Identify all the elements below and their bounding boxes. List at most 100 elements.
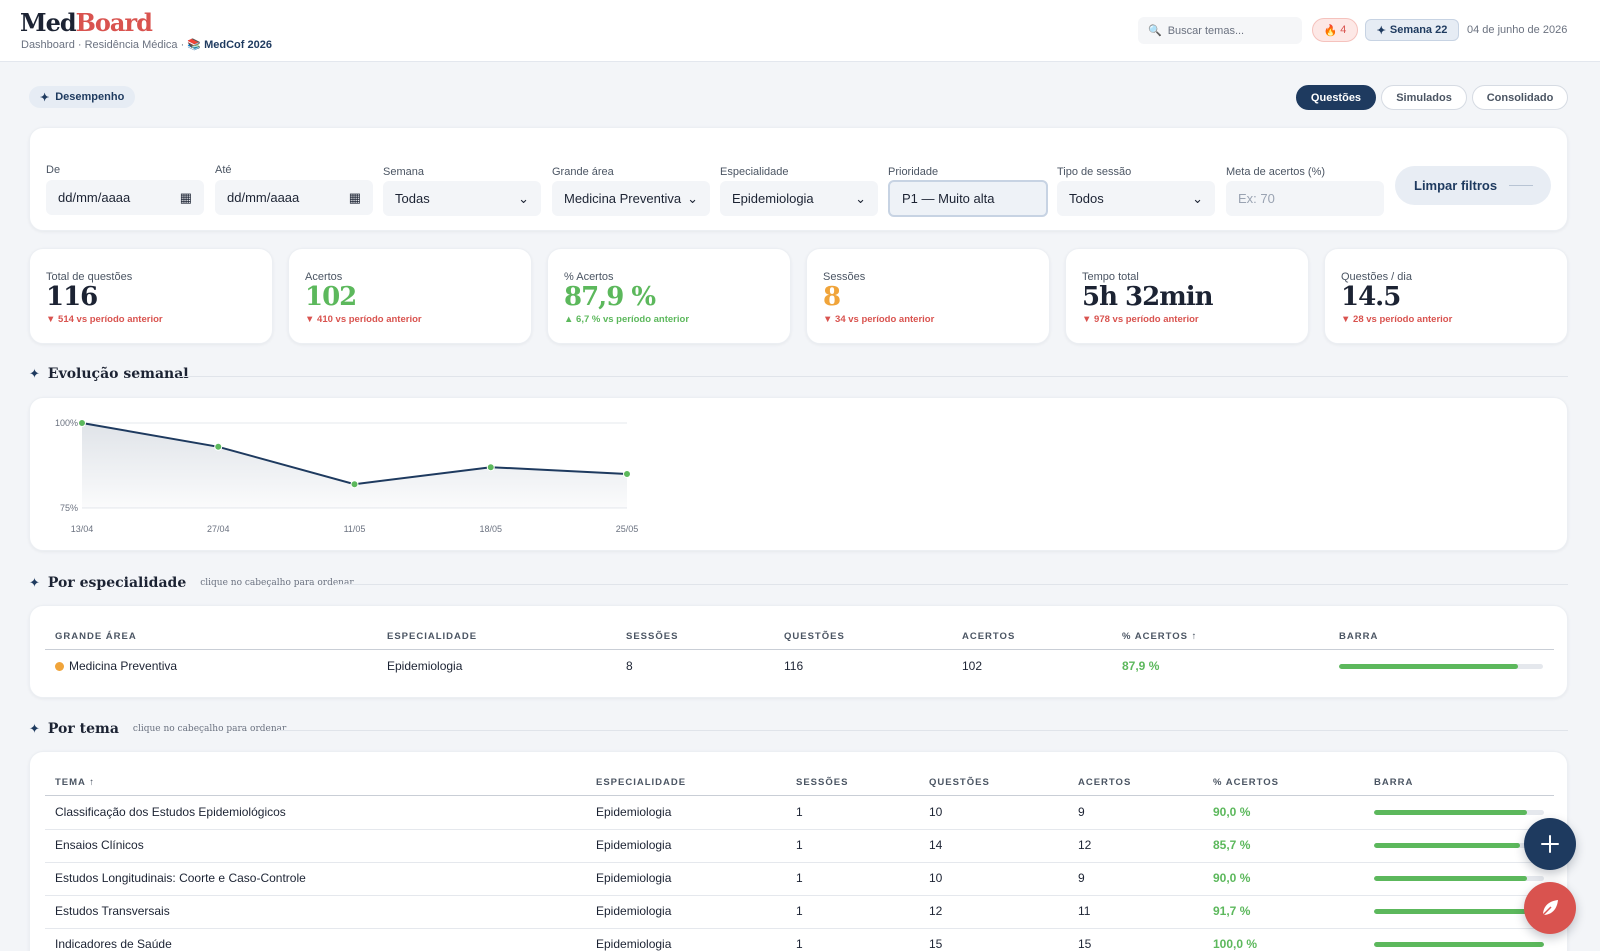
column-header[interactable]: Barra	[1339, 631, 1379, 642]
specialty-table-card: Grande área Especialidade Sessões Questões A…	[29, 605, 1568, 698]
kpi-delta: ▼ 410 vs período anterior	[305, 314, 422, 325]
kpi-value: 116	[46, 282, 98, 312]
week-badge[interactable]: ✦ Semana 22	[1365, 19, 1459, 41]
kpi-delta: ▼ 514 vs período anterior	[46, 314, 163, 325]
kpi-delta: ▲ 6,7 % vs período anterior	[564, 314, 690, 325]
cell-questions: 10	[929, 871, 943, 885]
column-header[interactable]: Especialidade	[596, 777, 687, 788]
current-date: 04 de junho de 2026	[1467, 24, 1568, 36]
cell-specialty: Epidemiologia	[596, 871, 672, 885]
cell-specialty: Epidemiologia	[596, 904, 672, 918]
sort-hint: clique no cabeçalho para ordenar	[132, 724, 287, 734]
area-color-dot	[55, 662, 64, 671]
cell-correct: 12	[1078, 838, 1092, 852]
filter-label-grande-area: Grande área	[552, 166, 614, 178]
column-header[interactable]: Grande área	[55, 631, 137, 642]
quick-note-button[interactable]	[1524, 882, 1576, 934]
cell-specialty: Epidemiologia	[596, 838, 672, 852]
column-header[interactable]: % Acertos	[1213, 777, 1280, 788]
search-placeholder: Buscar temas...	[1167, 24, 1245, 37]
column-header[interactable]: Questões	[784, 631, 845, 642]
chevron-down-icon: ⌄	[855, 190, 866, 206]
data-point	[78, 419, 86, 427]
x-tick-label: 27/04	[207, 524, 230, 534]
column-header[interactable]: Especialidade	[387, 631, 478, 642]
kpi-value: 87,9 %	[564, 282, 656, 312]
cell-theme[interactable]: Classificação dos Estudos Epidemiológico…	[55, 805, 286, 819]
accuracy-bar-fill	[1374, 909, 1530, 914]
x-tick-label: 18/05	[479, 524, 502, 534]
cell-theme[interactable]: Estudos Longitudinais: Coorte e Caso-Con…	[55, 871, 306, 885]
cell-area: Medicina Preventiva	[55, 659, 177, 673]
data-point	[486, 463, 495, 472]
column-header[interactable]: Questões	[929, 777, 990, 788]
section-title-evolucao: ✦ Evolução semanal	[29, 366, 189, 382]
cell-sessions: 1	[796, 937, 803, 951]
accuracy-bar-fill	[1374, 810, 1527, 815]
kpi-label: Acertos	[305, 271, 343, 283]
target-accuracy-placeholder: Ex: 70	[1238, 191, 1275, 206]
app-logo[interactable]: MedBoard	[20, 8, 153, 37]
cell-accuracy: 90,0 %	[1213, 871, 1251, 885]
cell-questions: 14	[929, 838, 943, 852]
column-header[interactable]: Barra	[1374, 777, 1414, 788]
tab-questoes[interactable]: Questões	[1296, 85, 1376, 110]
session-type-select[interactable]: Todos ⌄	[1057, 181, 1215, 216]
tab-consolidado[interactable]: Consolidado	[1472, 85, 1568, 110]
column-header[interactable]: % Acertos ↑	[1122, 631, 1198, 642]
header-divider	[45, 795, 1554, 796]
divider	[335, 584, 1568, 585]
date-to-input[interactable]: dd/mm/aaaa ▦	[215, 180, 373, 215]
row-divider	[45, 895, 1554, 896]
cell-theme[interactable]: Indicadores de Saúde	[55, 937, 172, 951]
weekly-line-chart: 100% 75% 13/04 27/04 11/05 18/05 25/05	[55, 418, 638, 534]
column-header[interactable]: Sessões	[796, 777, 849, 788]
search-input[interactable]: 🔍 Buscar temas...	[1138, 17, 1302, 44]
cell-theme[interactable]: Estudos Transversais	[55, 904, 170, 918]
area-select[interactable]: Medicina Preventiva ⌄	[552, 181, 710, 216]
project-icon: 📚	[187, 39, 202, 51]
section-pill[interactable]: ✦ Desempenho	[29, 86, 136, 108]
y-tick-label: 75%	[60, 503, 78, 513]
series-area	[82, 423, 627, 508]
accuracy-bar-fill	[1374, 843, 1520, 848]
cell-specialty: Epidemiologia	[596, 937, 672, 951]
streak-badge[interactable]: 🔥 4	[1312, 18, 1358, 42]
breadcrumb-project[interactable]: MedCof 2026	[204, 39, 272, 51]
area-select-value: Medicina Preventiva	[564, 191, 682, 206]
data-point	[350, 480, 359, 489]
cell-accuracy: 87,9 %	[1122, 659, 1160, 673]
week-label: Semana 22	[1389, 24, 1448, 36]
clear-filters-button[interactable]: Limpar filtros	[1395, 166, 1551, 205]
priority-select[interactable]: P1 — Muito alta	[888, 180, 1048, 217]
cell-sessions: 1	[796, 838, 803, 852]
column-header[interactable]: Sessões	[626, 631, 679, 642]
add-session-button[interactable]	[1524, 818, 1576, 870]
column-header[interactable]: Tema ↑	[55, 777, 95, 788]
divider	[277, 730, 1568, 731]
cell-sessions: 8	[626, 659, 633, 673]
x-tick-label: 13/04	[71, 524, 94, 534]
column-header[interactable]: Acertos	[962, 631, 1016, 642]
week-select[interactable]: Todas ⌄	[383, 181, 541, 216]
kpi-label: Total de questões	[46, 271, 133, 283]
cell-theme[interactable]: Ensaios Clínicos	[55, 838, 144, 852]
top-bar: MedBoard Dashboard · Residência Médica ·…	[0, 0, 1600, 62]
leaf-icon	[1542, 900, 1558, 916]
tab-simulados[interactable]: Simulados	[1381, 85, 1467, 110]
y-tick-label: 100%	[55, 418, 78, 428]
target-accuracy-input[interactable]: Ex: 70	[1226, 181, 1384, 216]
column-header[interactable]: Acertos	[1078, 777, 1132, 788]
kpi-card-questions-per-day: Questões / dia 14.5 ▼ 28 vs período anteri…	[1324, 248, 1568, 344]
accuracy-bar	[1339, 664, 1543, 669]
filters-card: De dd/mm/aaaa ▦ Até dd/mm/aaaa ▦ Semana …	[29, 127, 1568, 231]
accuracy-bar	[1374, 843, 1544, 848]
chevron-down-icon: ⌄	[687, 190, 698, 206]
specialty-select[interactable]: Epidemiologia ⌄	[720, 181, 878, 216]
date-from-input[interactable]: dd/mm/aaaa ▦	[46, 180, 204, 215]
section-title-especialidade: ✦ Por especialidade clique no cabeçalho …	[29, 575, 354, 591]
header-divider	[45, 649, 1554, 650]
divider	[178, 376, 1568, 377]
kpi-delta: ▼ 34 vs período anterior	[823, 314, 935, 325]
filter-label-tipo-sessao: Tipo de sessão	[1057, 166, 1132, 178]
